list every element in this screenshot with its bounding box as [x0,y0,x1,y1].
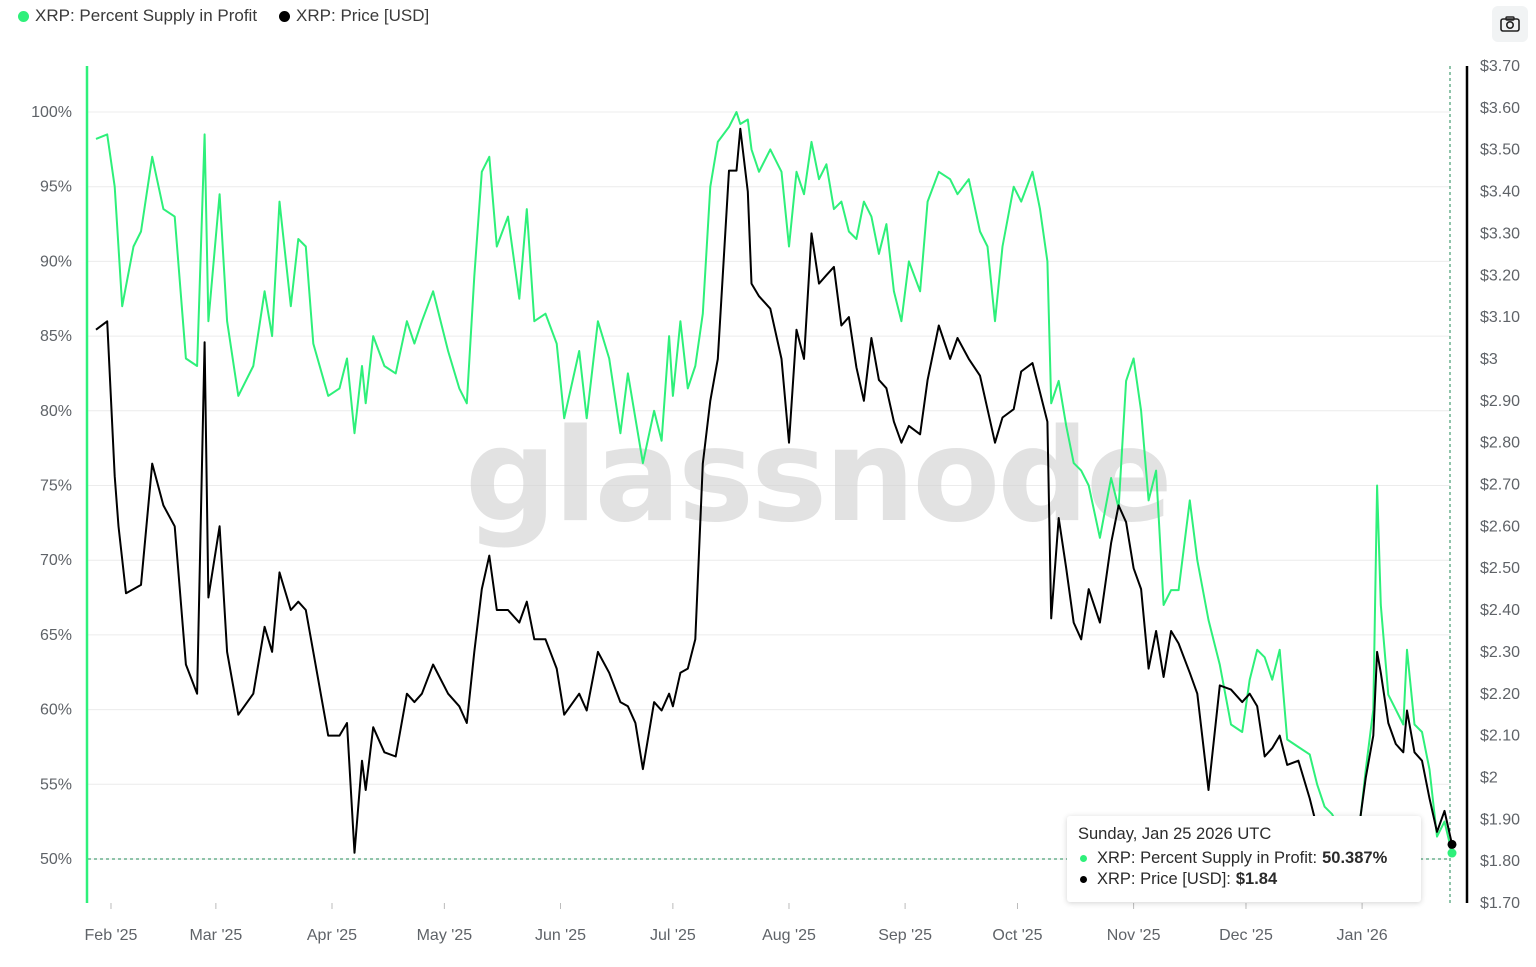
y-right-tick-label: $2 [1480,769,1498,786]
y-right-tick-label: $3.50 [1480,142,1520,159]
legend-item-supply-profit[interactable]: XRP: Percent Supply in Profit [18,6,257,26]
y-right-tick-label: $3.30 [1480,225,1520,242]
y-right-tick-label: $3.70 [1480,58,1520,75]
x-tick-label: Mar '25 [189,927,242,944]
y-right-tick-label: $1.90 [1480,811,1520,828]
tooltip-dot-supply-profit [1080,855,1087,862]
marker-supply-profit [1447,848,1457,858]
y-left-tick-label: 85% [40,328,72,345]
y-left-tick-label: 95% [40,179,72,196]
legend: XRP: Percent Supply in Profit XRP: Price… [18,6,429,26]
x-tick-label: Jul '25 [650,927,696,944]
tooltip: Sunday, Jan 25 2026 UTC XRP: Percent Sup… [1067,816,1421,902]
y-right-tick-label: $2.70 [1480,477,1520,494]
y-right-tick-label: $2.80 [1480,435,1520,452]
legend-item-price[interactable]: XRP: Price [USD] [279,6,429,26]
y-left-tick-label: 50% [40,851,72,868]
x-tick-label: Jun '25 [535,927,586,944]
tooltip-row-price: XRP: Price [USD]: $1.84 [1080,869,1410,890]
tooltip-date: Sunday, Jan 25 2026 UTC [1078,825,1272,843]
y-right-tick-label: $3.10 [1480,309,1520,326]
x-tick-label: Nov '25 [1107,927,1161,944]
legend-label-price: XRP: Price [USD] [296,6,430,25]
y-right-tick-label: $2.90 [1480,393,1520,410]
marker-price [1447,839,1457,849]
y-right-tick-label: $2.10 [1480,728,1520,745]
camera-icon [1500,16,1520,32]
grid-lines [88,111,1450,860]
x-tick-label: Feb '25 [85,927,138,944]
y-left-tick-label: 65% [40,627,72,644]
y-right-tick-label: $2.60 [1480,518,1520,535]
y-right-tick-label: $3 [1480,351,1498,368]
screenshot-button[interactable] [1492,6,1528,42]
y-right-tick-label: $2.30 [1480,644,1520,661]
x-tick-label: Oct '25 [992,927,1042,944]
y-right-tick-label: $3.60 [1480,100,1520,117]
y-left-tick-label: 80% [40,403,72,420]
legend-label-supply-profit: XRP: Percent Supply in Profit [35,6,258,25]
tooltip-label-supply-profit: XRP: Percent Supply in Profit: [1097,849,1318,867]
y-left-tick-label: 90% [40,253,72,270]
tooltip-value-supply-profit: 50.387% [1322,849,1388,867]
tooltip-row-supply-profit: XRP: Percent Supply in Profit: 50.387% [1080,848,1410,869]
x-tick-label: Apr '25 [307,927,357,944]
y-left-tick-label: 70% [40,552,72,569]
tooltip-dot-price [1080,876,1087,883]
y-right-tick-label: $1.70 [1480,895,1520,912]
x-tick-label: Jan '26 [1337,927,1388,944]
y-left-tick-label: 100% [31,104,72,121]
x-tick-label: May '25 [417,927,473,944]
series-lines [95,111,1457,858]
y-right-tick-label: $1.80 [1480,853,1520,870]
series-line-price [95,127,1453,854]
legend-dot-price [279,10,291,22]
y-right-tick-label: $3.40 [1480,184,1520,201]
series-line-supply-profit [95,111,1453,854]
y-left-tick-label: 55% [40,776,72,793]
legend-dot-supply-profit [18,10,29,22]
axes [85,66,1469,909]
y-left-tick-label: 60% [40,702,72,719]
tick-labels: 100% 95% 90% 85% 80% 75% 70% 65% 60% 55% 50% $3.70 $… [31,58,1520,944]
y-right-tick-label: $2.20 [1480,686,1520,703]
y-right-tick-label: $3.20 [1480,267,1520,284]
x-tick-label: Aug '25 [762,927,816,944]
x-tick-label: Sep '25 [878,927,932,944]
y-right-tick-label: $2.50 [1480,560,1520,577]
y-left-tick-label: 75% [40,478,72,495]
y-right-tick-label: $2.40 [1480,602,1520,619]
tooltip-value-price: $1.84 [1235,870,1278,888]
tooltip-label-price: XRP: Price [USD]: [1097,870,1231,888]
watermark: glassnode [465,402,1170,551]
x-tick-label: Dec '25 [1219,927,1273,944]
